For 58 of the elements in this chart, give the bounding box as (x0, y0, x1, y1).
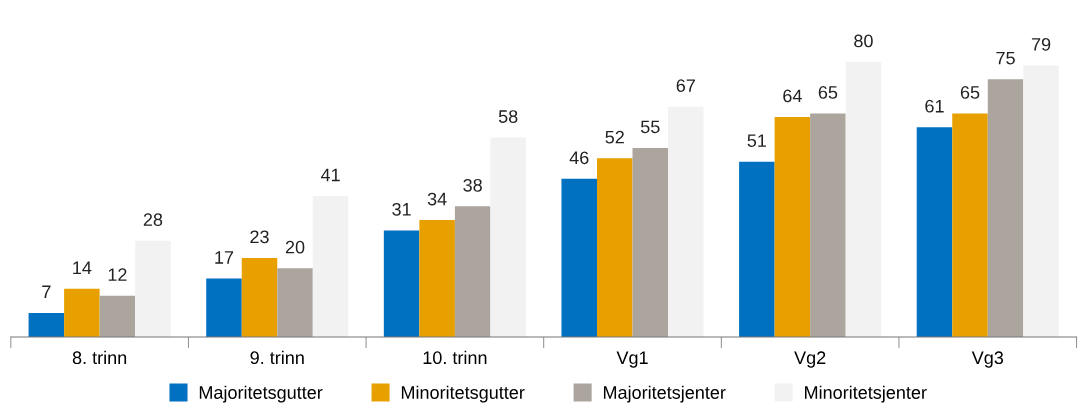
data-label: 67 (676, 79, 695, 92)
data-label: 65 (960, 86, 980, 99)
bar (952, 113, 988, 337)
bar (596, 158, 633, 337)
x-tick-label: 9. trinn (250, 350, 304, 365)
bar (135, 240, 171, 337)
data-label: 55 (640, 120, 660, 134)
data-label: 51 (747, 134, 767, 147)
x-tick-label: Vg3 (971, 351, 1004, 368)
bar (916, 127, 953, 337)
data-label: 28 (143, 213, 163, 227)
data-label: 65 (818, 86, 838, 99)
data-label: 64 (783, 89, 802, 103)
data-label: 34 (427, 192, 447, 206)
data-label: 14 (73, 261, 92, 274)
data-label: 38 (463, 178, 482, 192)
bar (1023, 65, 1059, 337)
legend-label: Majoritetsjenter (603, 385, 726, 403)
bar (206, 278, 242, 337)
bar (454, 206, 491, 337)
data-label: 61 (925, 99, 944, 113)
legend-label: Minoritetsgutter (401, 385, 525, 403)
bar (383, 230, 420, 337)
legend-label: Majoritetsgutter (199, 385, 323, 403)
bar (241, 257, 278, 337)
x-tick-label: Vg2 (794, 351, 826, 368)
bar (561, 178, 597, 337)
data-label: 58 (498, 110, 518, 123)
bar (987, 79, 1024, 337)
data-label: 41 (320, 168, 340, 182)
bar (312, 196, 349, 337)
data-label: 31 (392, 202, 411, 216)
bar (845, 61, 882, 337)
x-tick-label: Vg1 (616, 351, 648, 368)
x-tick-label: 10. trinn (423, 350, 487, 365)
data-label: 23 (250, 230, 269, 244)
bar (668, 106, 704, 337)
bar (774, 116, 811, 337)
bar (64, 288, 100, 337)
data-label: 79 (1031, 37, 1051, 51)
legend-label: Minoritetsjenter (805, 385, 927, 403)
bar (810, 113, 846, 337)
bar (632, 147, 669, 337)
data-label: 75 (996, 51, 1015, 65)
data-label: 17 (215, 251, 234, 264)
x-tick-label: 8. trinn (72, 350, 127, 365)
data-label: 46 (569, 151, 589, 165)
bar (419, 220, 455, 337)
data-label: 12 (108, 268, 127, 281)
bar (28, 312, 65, 337)
bar (490, 137, 526, 337)
data-label: 80 (854, 34, 873, 48)
bar (99, 295, 136, 337)
bar (277, 268, 313, 337)
data-label: 7 (42, 285, 51, 299)
data-label: 20 (285, 240, 305, 254)
data-label: 52 (605, 130, 624, 144)
bar (739, 161, 775, 337)
